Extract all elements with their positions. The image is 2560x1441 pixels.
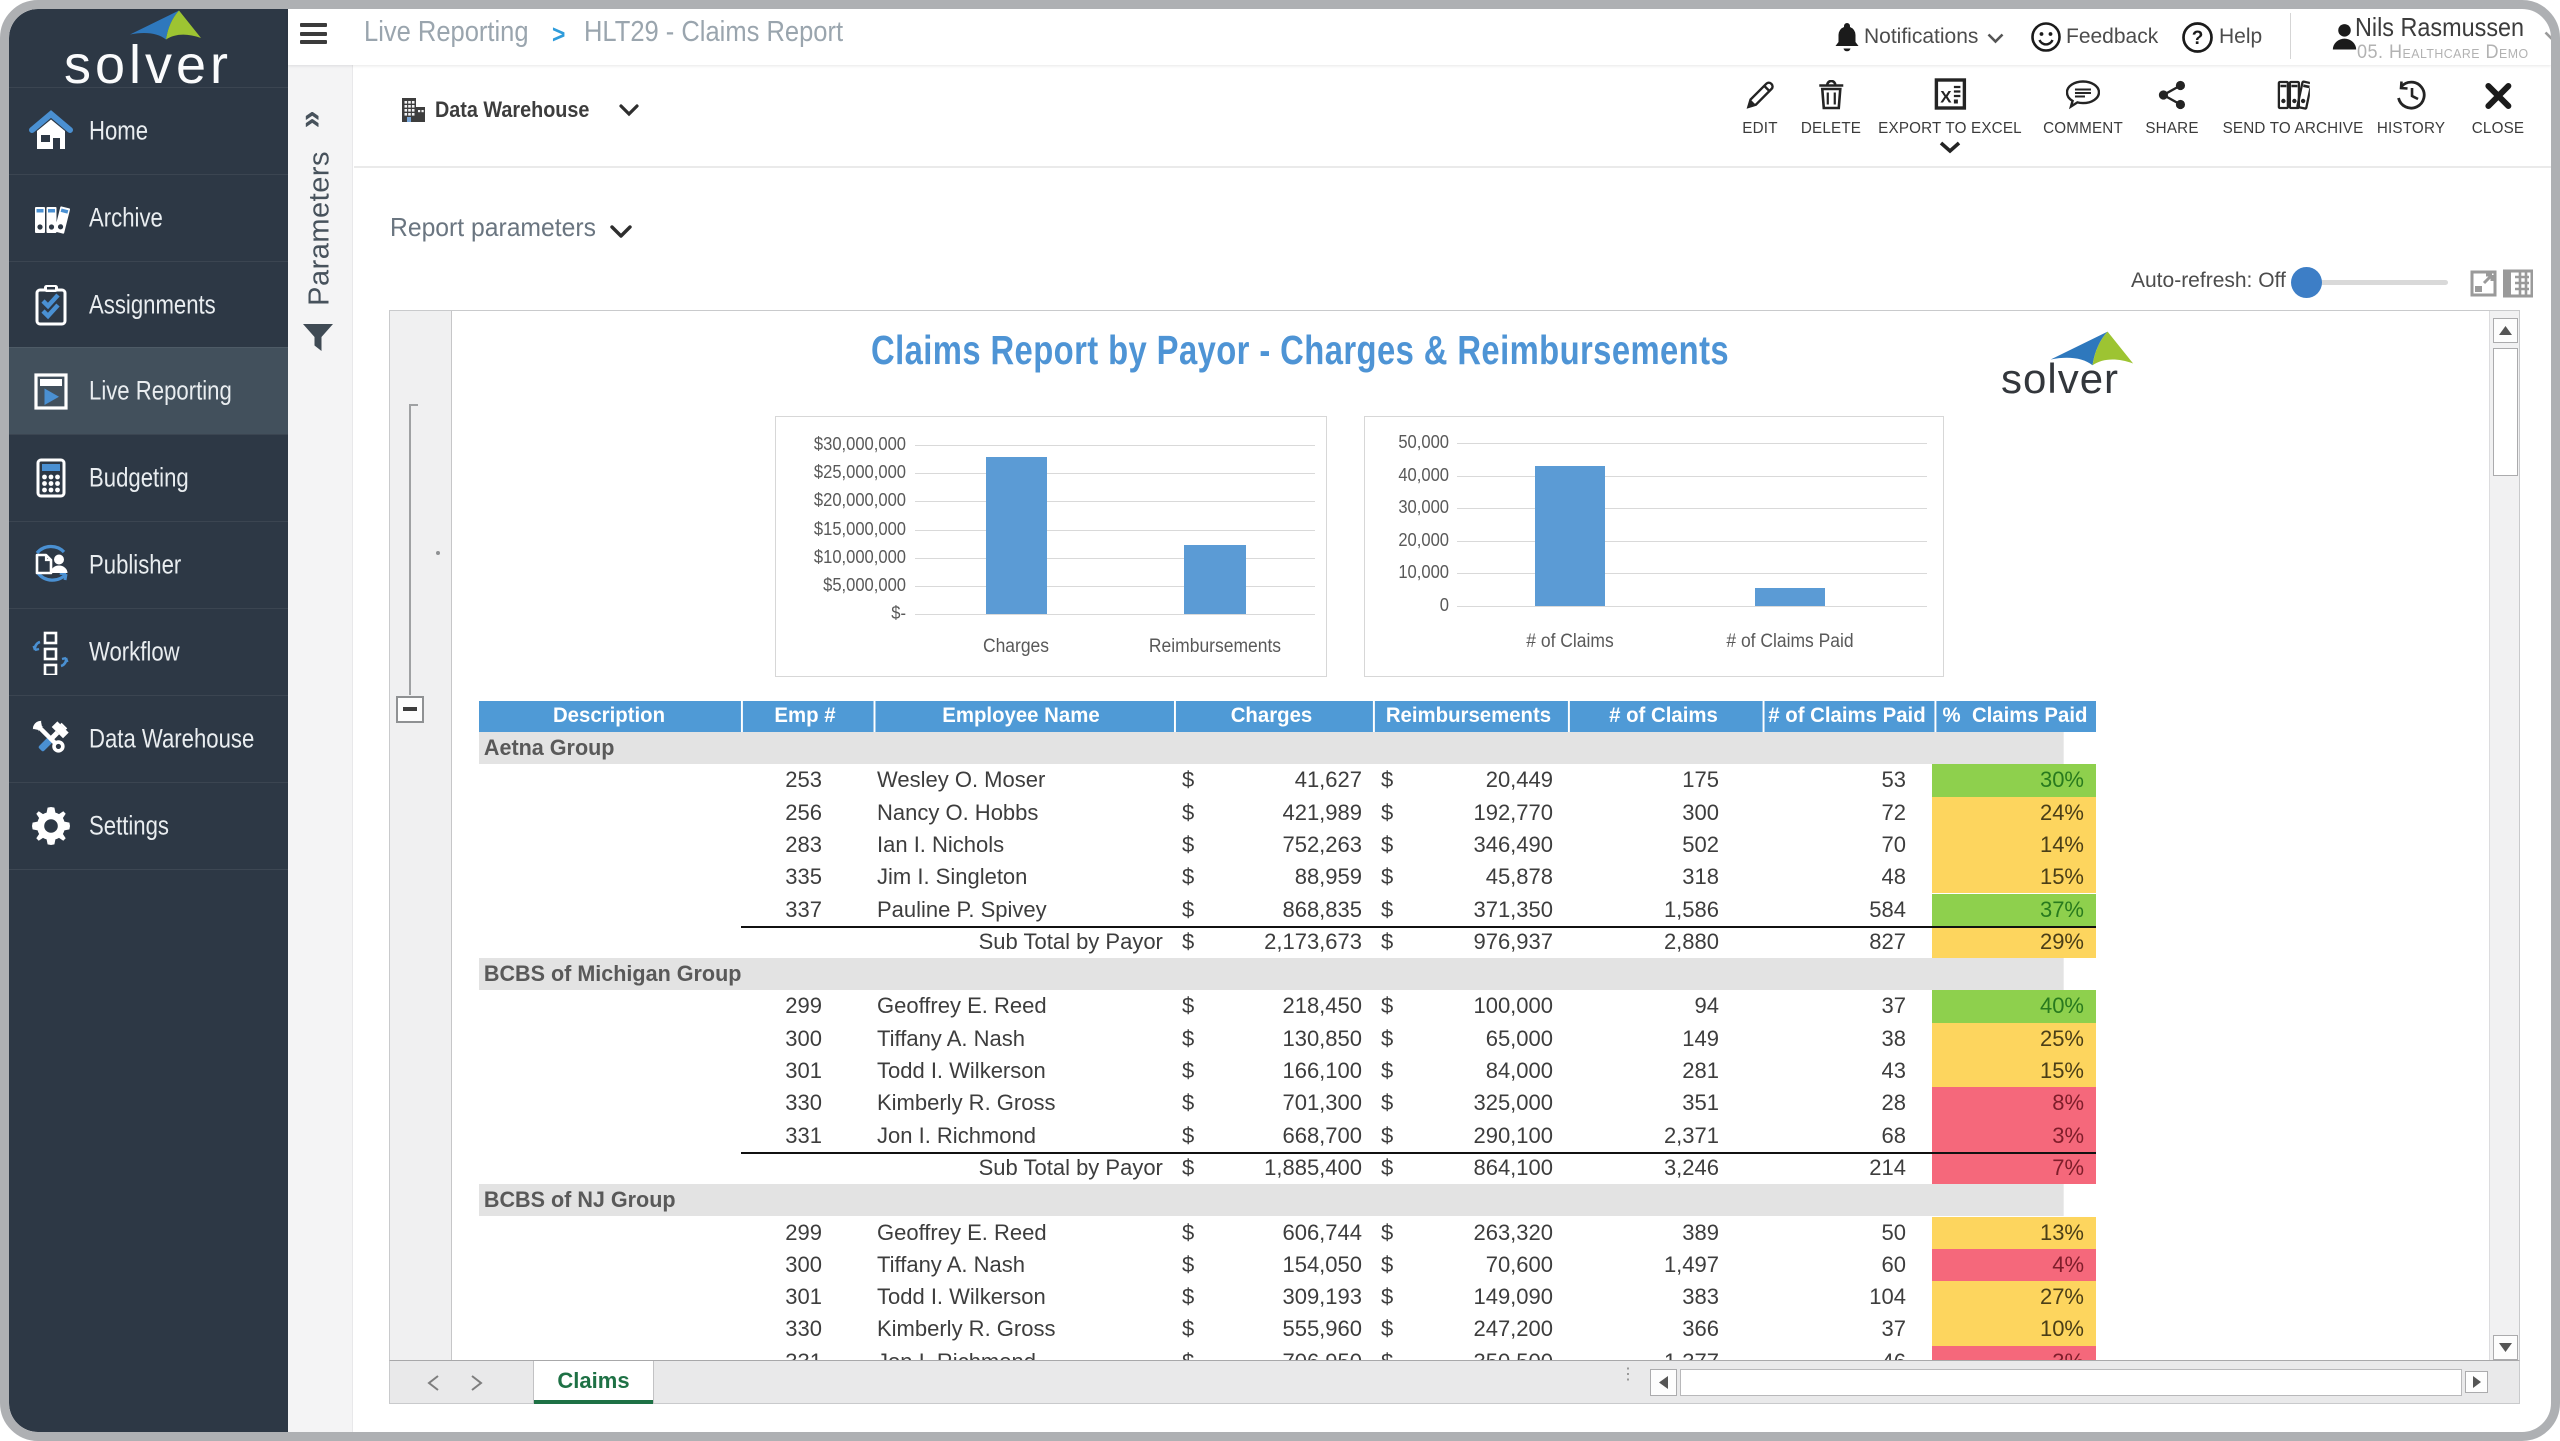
svg-text:X: X [1940,88,1952,107]
svg-text:?: ? [2192,28,2204,49]
